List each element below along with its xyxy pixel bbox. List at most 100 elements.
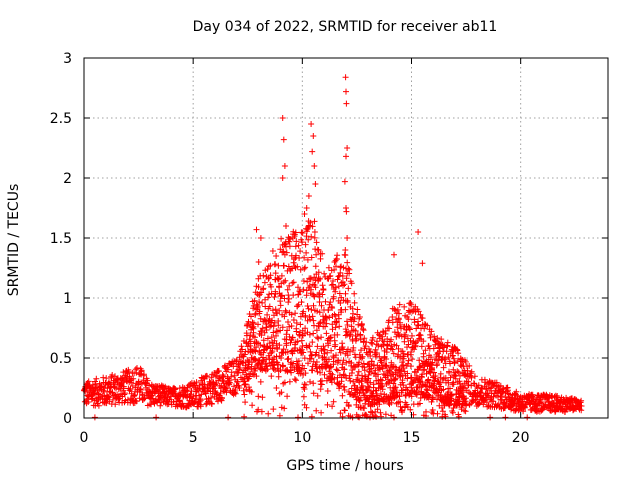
data-point: [314, 308, 321, 315]
data-point: [467, 370, 474, 377]
data-point: [357, 394, 364, 401]
data-point: [281, 163, 288, 169]
chart-title: Day 034 of 2022, SRMTID for receiver ab1…: [193, 19, 498, 35]
data-point: [319, 291, 326, 298]
data-point: [318, 409, 325, 416]
data-point: [292, 310, 299, 317]
data-point: [252, 367, 259, 374]
data-point: [313, 327, 320, 334]
data-point: [389, 346, 396, 353]
data-point: [111, 384, 118, 391]
data-point: [350, 344, 357, 351]
data-point: [293, 320, 300, 326]
data-point: [442, 355, 449, 362]
data-point: [496, 387, 503, 393]
data-point: [277, 246, 284, 253]
x-axis-label: GPS time / hours: [286, 458, 403, 474]
data-point: [306, 331, 313, 338]
data-point: [291, 348, 298, 355]
data-point: [361, 405, 368, 412]
data-point: [172, 386, 179, 392]
data-point: [357, 331, 364, 338]
data-point: [317, 275, 323, 282]
data-point: [429, 395, 436, 402]
data-point: [346, 333, 353, 339]
data-point: [270, 342, 277, 349]
x-tick-label: 20: [512, 430, 530, 446]
data-point: [365, 398, 372, 405]
data-point: [191, 399, 198, 406]
data-point: [347, 348, 353, 355]
data-point: [437, 370, 444, 377]
data-point: [223, 389, 230, 396]
data-point: [304, 278, 311, 285]
data-point: [323, 315, 330, 322]
y-axis-label: SRMTID / TECUs: [6, 184, 22, 297]
data-point: [321, 371, 328, 378]
data-point: [445, 354, 452, 361]
data-point: [286, 295, 292, 302]
data-point: [356, 359, 363, 366]
data-point: [411, 319, 418, 326]
data-point: [329, 371, 336, 378]
data-point: [386, 367, 392, 374]
data-point: [377, 366, 383, 373]
data-point: [415, 229, 422, 235]
data-point: [385, 379, 392, 386]
data-point: [305, 360, 311, 367]
data-point: [401, 338, 408, 345]
data-point: [270, 406, 277, 413]
data-point: [170, 399, 177, 405]
data-point: [342, 252, 349, 259]
data-point: [368, 339, 375, 346]
data-point: [401, 303, 408, 310]
data-point: [370, 381, 377, 388]
data-point: [297, 248, 304, 255]
data-point: [288, 369, 295, 376]
data-point: [331, 266, 338, 273]
data-point: [497, 382, 504, 389]
data-point: [382, 411, 389, 418]
data-point: [393, 342, 400, 349]
data-point: [197, 396, 204, 402]
data-point: [302, 370, 309, 377]
data-point: [319, 365, 326, 372]
data-point: [294, 263, 301, 270]
data-point: [431, 369, 437, 376]
data-point: [256, 308, 263, 315]
data-point: [239, 346, 246, 353]
data-point: [481, 397, 488, 404]
data-point: [186, 394, 193, 401]
data-point: [286, 282, 293, 289]
data-point: [301, 365, 308, 372]
data-point: [208, 401, 215, 407]
data-point: [332, 284, 339, 291]
data-point: [538, 407, 545, 414]
data-point: [137, 387, 144, 393]
data-point: [399, 359, 406, 366]
data-point: [314, 392, 321, 399]
data-point: [277, 367, 284, 373]
data-point: [265, 410, 272, 417]
data-point: [462, 358, 469, 365]
data-point: [466, 389, 472, 396]
data-point: [318, 334, 325, 341]
data-point: [341, 366, 348, 373]
data-point: [341, 178, 348, 185]
data-point: [237, 365, 244, 371]
data-point: [355, 413, 361, 420]
data-point: [241, 413, 248, 420]
data-point: [179, 400, 186, 407]
data-point: [426, 392, 433, 399]
data-point: [330, 278, 336, 284]
data-point: [339, 392, 346, 399]
data-point: [281, 379, 288, 386]
data-point: [134, 365, 140, 371]
data-point: [418, 343, 425, 350]
data-point: [348, 280, 355, 287]
data-point: [342, 290, 349, 297]
data-point: [318, 381, 325, 388]
data-point: [255, 259, 262, 265]
data-point: [417, 378, 424, 385]
